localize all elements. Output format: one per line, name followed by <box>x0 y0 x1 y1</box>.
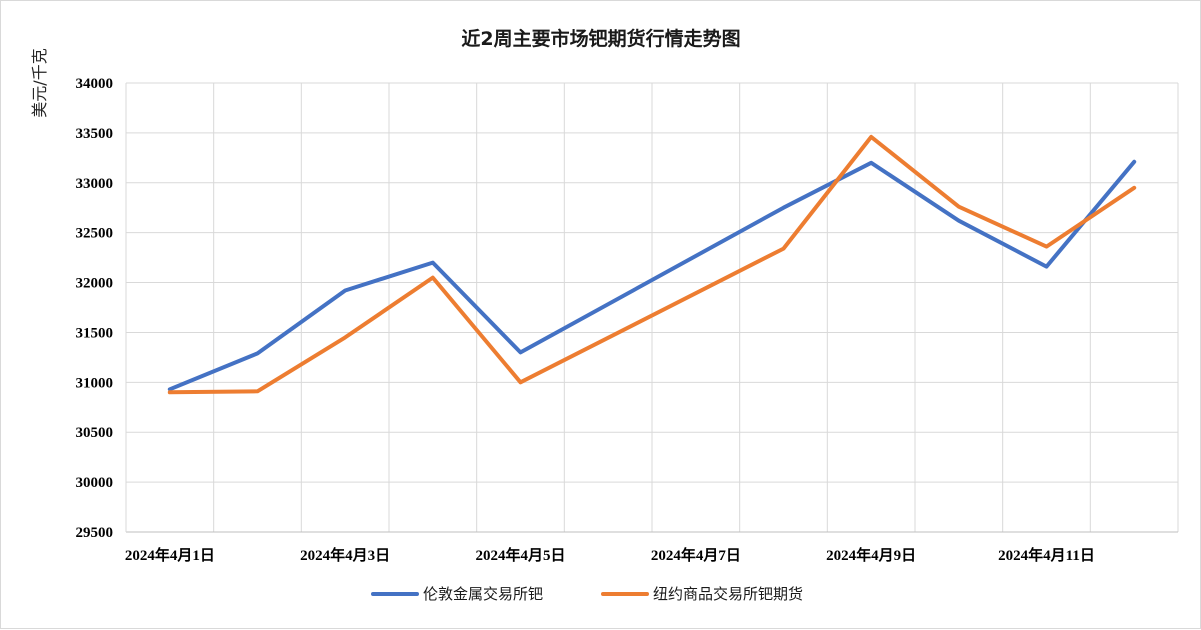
y-tick-label: 31000 <box>76 375 114 391</box>
series-line-2 <box>167 134 1137 395</box>
legend-label-2: 纽约商品交易所钯期货 <box>653 585 803 603</box>
x-tick-label: 2024年4月7日 <box>651 546 741 564</box>
y-tick-label: 32000 <box>76 276 114 292</box>
y-axis-label: 美元/千克 <box>30 48 49 117</box>
x-tick-label: 2024年4月9日 <box>826 546 916 564</box>
x-tick-label: 2024年4月5日 <box>475 546 565 564</box>
y-axis-ticks: 29500 30000 30500 31000 31500 32000 32500 33000… <box>76 76 114 541</box>
series-lines <box>167 134 1137 395</box>
y-tick-label: 34000 <box>76 76 114 92</box>
legend-label-1: 伦敦金属交易所钯 <box>423 585 543 603</box>
y-tick-label: 33500 <box>76 126 114 142</box>
y-tick-label: 29500 <box>76 525 114 541</box>
series-line-1 <box>167 159 1137 392</box>
legend: 伦敦金属交易所钯 纽约商品交易所钯期货 <box>371 585 803 603</box>
y-tick-label: 30000 <box>76 475 114 491</box>
y-tick-label: 30500 <box>76 425 114 441</box>
x-tick-label: 2024年4月3日 <box>300 546 390 564</box>
gridlines <box>125 82 1179 533</box>
x-tick-label: 2024年4月11日 <box>998 546 1095 564</box>
chart-title: 近2周主要市场钯期货行情走势图 <box>461 27 740 50</box>
x-axis-ticks: 2024年4月1日 2024年4月3日 2024年4月5日 2024年4月7日 2024… <box>125 546 1095 564</box>
y-tick-label: 32500 <box>76 226 114 242</box>
y-tick-label: 33000 <box>76 176 114 192</box>
x-tick-label: 2024年4月1日 <box>125 546 215 564</box>
y-tick-label: 31500 <box>76 325 114 341</box>
